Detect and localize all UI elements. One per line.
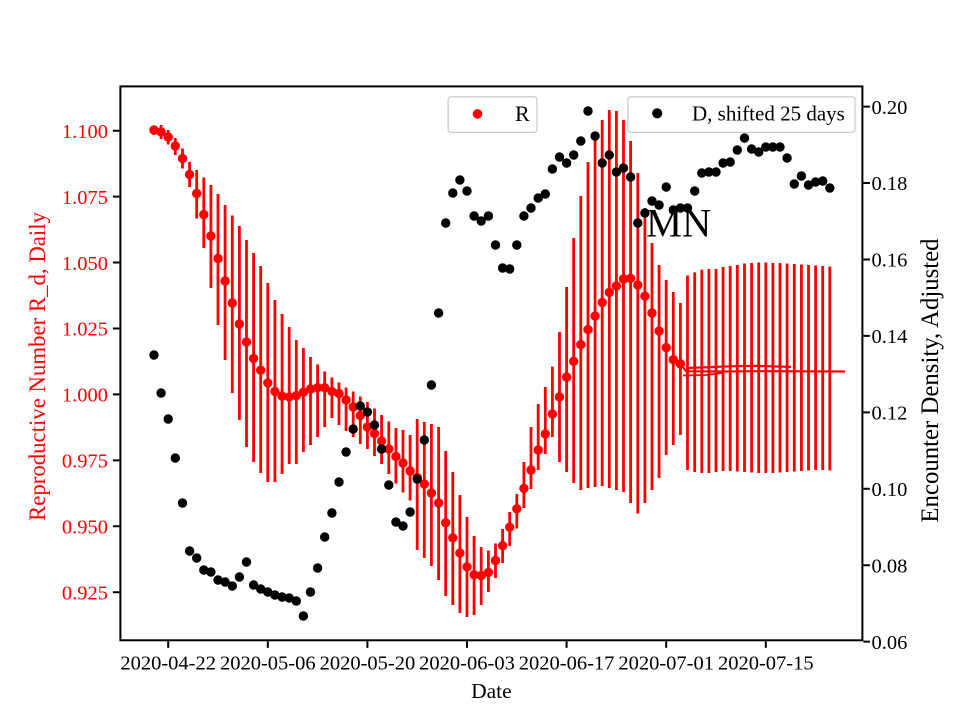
svg-text:0.18: 0.18 (872, 173, 908, 195)
svg-text:1.050: 1.050 (62, 253, 108, 275)
svg-text:0.10: 0.10 (872, 479, 908, 501)
svg-text:Reproductive Number R_d, Daily: Reproductive Number R_d, Daily (25, 211, 50, 521)
svg-text:0.20: 0.20 (872, 97, 908, 119)
svg-text:1.075: 1.075 (62, 187, 108, 209)
svg-text:0.12: 0.12 (872, 403, 908, 425)
svg-text:D, shifted 25 days: D, shifted 25 days (692, 102, 845, 126)
svg-text:1.025: 1.025 (62, 319, 108, 341)
svg-text:0.975: 0.975 (62, 451, 108, 473)
svg-text:1.000: 1.000 (62, 385, 108, 407)
svg-text:0.06: 0.06 (872, 632, 908, 654)
svg-text:2020-05-06: 2020-05-06 (220, 652, 316, 674)
svg-text:2020-07-01: 2020-07-01 (618, 652, 714, 674)
svg-text:R: R (515, 101, 530, 126)
svg-text:2020-07-15: 2020-07-15 (718, 652, 814, 674)
svg-text:1.100: 1.100 (62, 121, 108, 143)
svg-text:2020-04-22: 2020-04-22 (120, 652, 216, 674)
svg-text:MN: MN (646, 201, 711, 246)
svg-text:Date: Date (471, 679, 512, 703)
svg-text:0.16: 0.16 (872, 250, 908, 272)
svg-text:2020-05-20: 2020-05-20 (320, 652, 416, 674)
svg-text:0.950: 0.950 (62, 517, 108, 539)
svg-text:0.925: 0.925 (62, 582, 108, 604)
svg-text:0.08: 0.08 (872, 555, 908, 577)
svg-text:2020-06-17: 2020-06-17 (519, 652, 615, 674)
svg-text:0.14: 0.14 (872, 326, 908, 348)
svg-text:2020-06-03: 2020-06-03 (419, 652, 515, 674)
svg-text:Encounter Density, Adjusted: Encounter Density, Adjusted (917, 238, 944, 523)
